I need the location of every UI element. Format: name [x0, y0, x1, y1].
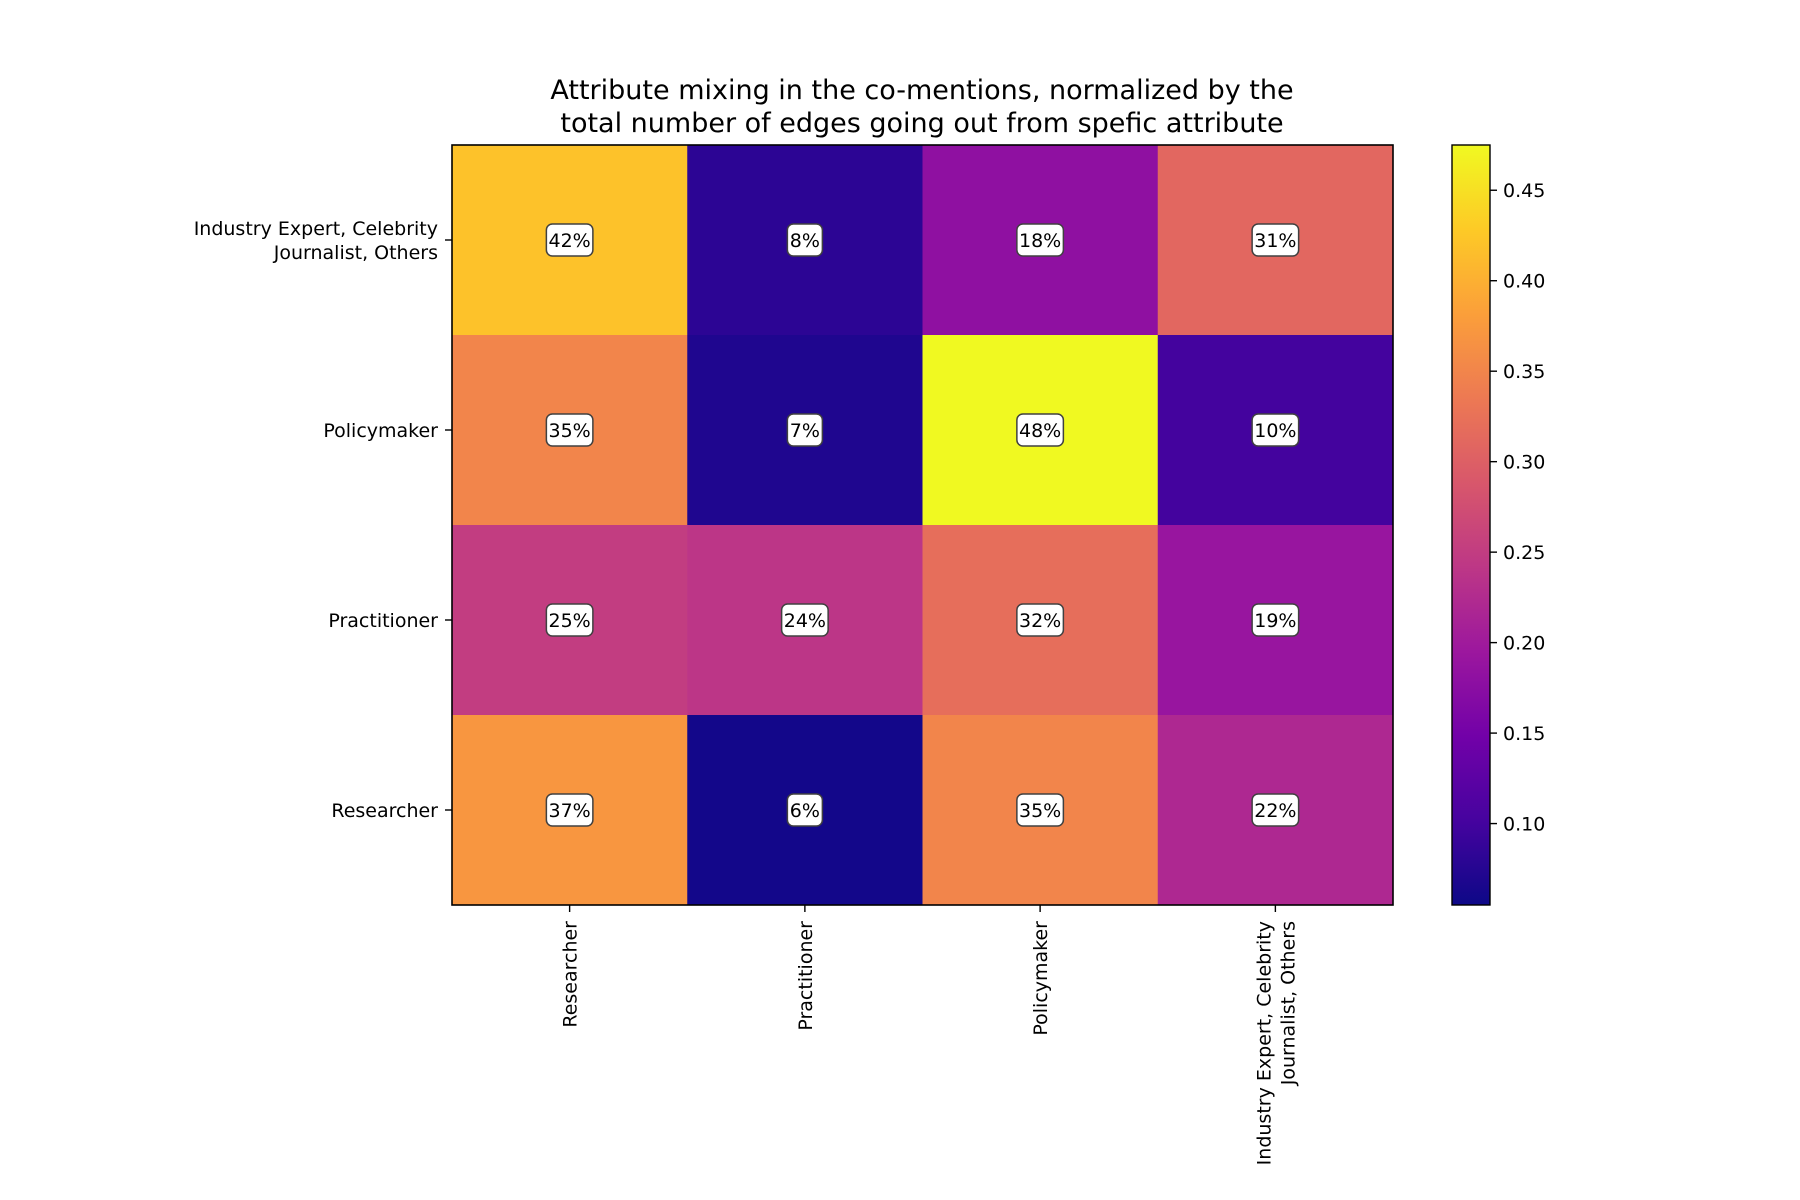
- y-tick-label: Industry Expert, Celebrity: [194, 218, 438, 240]
- cell-value-label: 48%: [1019, 420, 1061, 442]
- y-tick-label: Journalist, Others: [273, 242, 438, 264]
- colorbar-gradient: [1451, 144, 1491, 906]
- cell-label-box: [1251, 603, 1300, 637]
- chart-title-line: total number of edges going out from spe…: [560, 108, 1283, 139]
- x-tick-label: Industry Expert, Celebrity: [1253, 921, 1275, 1165]
- x-tick-label: Journalist, Others: [1277, 921, 1299, 1086]
- x-tick-label: Practitioner: [795, 921, 817, 1031]
- colorbar-tick-label: 0.30: [1503, 452, 1545, 474]
- y-tick-label: Policymaker: [323, 420, 438, 442]
- heatmap-cells: [452, 145, 1394, 906]
- colorbar-tick-label: 0.25: [1503, 542, 1545, 564]
- cell-label-box: [545, 223, 594, 257]
- cell-value-label: 18%: [1019, 230, 1061, 252]
- cell-label-box: [545, 793, 594, 827]
- colorbar-tick-label: 0.45: [1503, 180, 1545, 202]
- cell-value-label: 35%: [1019, 800, 1061, 822]
- y-tick-label: Practitioner: [328, 610, 438, 632]
- colorbar: 0.10 0.15 0.20 0.25 0.30 0.35 0.40 0.45: [1451, 144, 1545, 906]
- x-tick-label: Researcher: [560, 921, 582, 1028]
- cell-value-label: 7%: [790, 420, 820, 442]
- cell-value-label: 35%: [549, 420, 591, 442]
- colorbar-tick-label: 0.15: [1503, 723, 1545, 745]
- cell-label-box: [545, 413, 594, 447]
- x-axis: Researcher Practitioner Policymaker Industr…: [560, 905, 1299, 1165]
- cell-value-label: 32%: [1019, 610, 1061, 632]
- colorbar-tick-label: 0.35: [1503, 361, 1545, 383]
- y-tick-label: Researcher: [331, 800, 438, 822]
- chart-title: Attribute mixing in the co-mentions, nor…: [550, 75, 1293, 139]
- cell-label-box: [545, 603, 594, 637]
- cell-labels: 42% 8% 18% 31% 35% 7% 48% 10% 25% 24% 32% 19% 37% 6% 3…: [545, 223, 1300, 827]
- cell-label-box: [1016, 793, 1065, 827]
- cell-value-label: 8%: [790, 230, 820, 252]
- cell-label-box: [1016, 223, 1065, 257]
- cell-label-box: [1251, 793, 1300, 827]
- cell-value-label: 24%: [784, 610, 826, 632]
- cell-value-label: 19%: [1254, 610, 1296, 632]
- chart-title-line: Attribute mixing in the co-mentions, nor…: [550, 75, 1293, 106]
- cell-value-label: 25%: [549, 610, 591, 632]
- cell-label-box: [786, 793, 824, 827]
- cell-label-box: [786, 223, 824, 257]
- x-tick-label: Policymaker: [1030, 921, 1052, 1036]
- plot-frame: [451, 144, 1394, 906]
- colorbar-tick-label: 0.40: [1503, 271, 1545, 293]
- cell-label-box: [1251, 223, 1300, 257]
- cell-value-label: 6%: [790, 800, 820, 822]
- cell-label-box: [1016, 603, 1065, 637]
- cell-value-label: 22%: [1254, 800, 1296, 822]
- cell-label-box: [780, 603, 829, 637]
- colorbar-tick-label: 0.20: [1503, 633, 1545, 655]
- cell-value-label: 31%: [1254, 230, 1296, 252]
- cell-value-label: 10%: [1254, 420, 1296, 442]
- cell-value-label: 37%: [549, 800, 591, 822]
- cell-label-box: [1251, 413, 1300, 447]
- cell-label-box: [1016, 413, 1065, 447]
- colorbar-tick-label: 0.10: [1503, 814, 1545, 836]
- cell-label-box: [786, 413, 824, 447]
- cell-value-label: 42%: [549, 230, 591, 252]
